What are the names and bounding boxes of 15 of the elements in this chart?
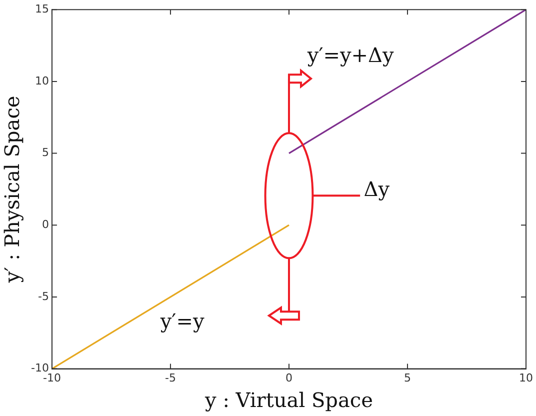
annotation: Δy xyxy=(364,176,390,201)
x-tick-label: 5 xyxy=(404,371,411,384)
annotation: y′=y xyxy=(159,309,205,334)
x-tick-label: 0 xyxy=(285,371,292,384)
x-tick-label: -5 xyxy=(164,371,176,384)
y-tick-label: 0 xyxy=(42,218,49,231)
y-axis-title: y′ : Physical Space xyxy=(0,96,24,284)
annotation: y′=y+Δy xyxy=(306,43,395,68)
y-tick-label: 15 xyxy=(34,2,49,16)
x-tick-label: 10 xyxy=(519,371,533,384)
x-axis-title: y : Virtual Space xyxy=(204,388,373,412)
y-tick-label: -5 xyxy=(38,290,49,303)
y-tick-label: -10 xyxy=(31,362,49,375)
y-tick-label: 5 xyxy=(42,146,49,160)
y-tick-label: 10 xyxy=(34,74,49,88)
